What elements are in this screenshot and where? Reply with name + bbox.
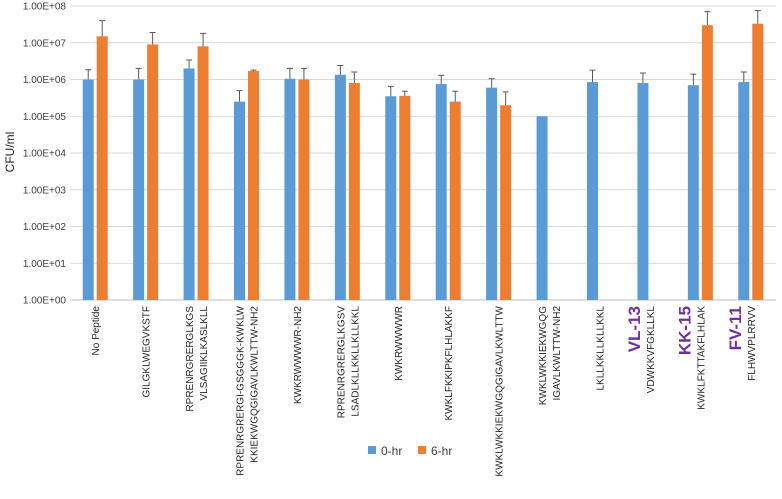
legend-swatch-0-hr <box>368 446 376 454</box>
category-text: FLHWVPLRRVV <box>747 306 758 381</box>
category-text: RPRENRGRERGLKGS <box>185 306 196 412</box>
category-label-6: KWKRWWWWR <box>394 306 405 381</box>
bar-0-hr-0 <box>82 79 94 300</box>
bar-0-hr-10 <box>587 82 598 300</box>
legend-swatch-6-hr <box>418 446 426 454</box>
category-label-1: GILGKLWEGVKSTF <box>142 306 153 398</box>
bar-0-hr-3 <box>234 101 245 300</box>
legend: 0-hr 6-hr <box>368 444 452 458</box>
peptide-tag-fv-11: FV-11 <box>726 306 745 350</box>
category-text: KKIEKWGQGIGAVLKWLTTW-NH2 <box>250 306 261 463</box>
category-text: IGAVLKWLTTW-NH2 <box>552 306 563 401</box>
bar-0-hr-6 <box>385 96 397 301</box>
y-tick-label: 1.00E+08 <box>23 2 67 13</box>
bars <box>82 23 764 301</box>
bar-6-hr-8 <box>500 105 512 300</box>
y-tick-label: 1.00E+03 <box>23 185 67 196</box>
category-text: KWKLFKTTAKFLHLAK <box>696 306 707 410</box>
category-label-5: RPRENRGRERGLKGSV LSADLKLLKKLLKLLKKL <box>336 306 361 419</box>
legend-label-6-hr: 6-hr <box>431 444 452 458</box>
y-tick-label: 1.00E+06 <box>23 75 67 86</box>
gridlines <box>70 5 776 301</box>
category-text: KWKLWKKIEKWGQGIGAVLKWLTTW <box>495 305 506 476</box>
bar-0-hr-5 <box>334 74 346 300</box>
y-tick-label: 1.00E+05 <box>23 112 67 123</box>
bar-0-hr-12 <box>687 85 699 300</box>
bar-6-hr-0 <box>96 36 108 300</box>
category-text: No Peptide <box>91 306 102 356</box>
category-text: LSADLKLLKKLLKLLKKL <box>350 306 361 417</box>
bar-0-hr-4 <box>284 78 296 301</box>
category-text: GILGKLWEGVKSTF <box>142 306 153 398</box>
y-tick-label: 1.00E+07 <box>23 38 67 49</box>
bar-6-hr-1 <box>147 44 159 301</box>
bar-6-hr-3 <box>248 71 259 300</box>
category-label-8: KWKLWKKIEKWGQGIGAVLKWLTTW <box>495 305 506 476</box>
category-label-4: KWKRWWWWR-NH2 <box>293 306 304 405</box>
category-label-3: RPRENRGRERGI-GSGGGK-KWKLW KKIEKWGQGIGAVLK… <box>236 305 261 475</box>
error-bars <box>85 10 761 106</box>
category-text: KWKRWWWWR-NH2 <box>293 306 304 405</box>
bar-0-hr-8 <box>486 87 498 300</box>
peptide-tag-kk-15: KK-15 <box>675 306 694 355</box>
bar-0-hr-11 <box>637 83 649 301</box>
y-tick-labels: 1.00E+00 1.00E+01 1.00E+02 1.00E+03 1.00E+04… <box>23 2 67 307</box>
category-label-10: LKLLKKLLKLLKKL <box>596 306 607 391</box>
bar-0-hr-7 <box>435 84 447 301</box>
bar-6-hr-4 <box>298 79 310 300</box>
category-labels: No Peptide GILGKLWEGVKSTF RPRENRGRERGLKGS V… <box>91 305 758 476</box>
bar-0-hr-13 <box>738 82 750 300</box>
legend-label-0-hr: 0-hr <box>381 444 402 458</box>
bar-6-hr-2 <box>197 46 209 300</box>
category-text: RPRENRGRERGI-GSGGGK-KWKLW <box>236 305 247 475</box>
bar-6-hr-7 <box>449 101 461 300</box>
category-label-0: No Peptide <box>91 306 102 356</box>
y-tick-label: 1.00E+02 <box>23 222 67 233</box>
category-label-9: KWKLWKKIEKWGQG IGAVLKWLTTW-NH2 <box>538 306 563 406</box>
category-label-2: RPRENRGRERGLKGS VLSAGIIKLKASLKLL <box>185 306 210 412</box>
bar-0-hr-1 <box>133 79 145 300</box>
y-axis-label: CFU/ml <box>3 132 17 173</box>
y-tick-label: 1.00E+00 <box>23 296 67 307</box>
category-text: KWKLFKKIPKFLHLAKKF <box>444 306 455 420</box>
category-text: RPRENRGRERGLKGSV <box>336 306 347 419</box>
category-text: KWKRWWWWR <box>394 306 405 381</box>
bar-6-hr-6 <box>399 95 411 301</box>
category-label-7: KWKLFKKIPKFLHLAKKF <box>444 306 455 420</box>
bar-6-hr-5 <box>348 83 360 301</box>
peptide-tag-vl-13: VL-13 <box>625 306 644 352</box>
bar-6-hr-12 <box>701 25 713 301</box>
y-tick-label: 1.00E+01 <box>23 259 67 270</box>
y-tick-label: 1.00E+04 <box>23 149 67 160</box>
category-text: LKLLKKLLKLLKKL <box>596 306 607 391</box>
category-text: VLSAGIIKLKASLKLL <box>199 306 210 401</box>
category-text: KWKLWKKIEKWGQG <box>538 306 549 405</box>
bar-6-hr-13 <box>752 23 764 301</box>
bar-0-hr-9 <box>536 116 548 300</box>
category-text: VDWKKVFGKLLKL <box>646 306 657 394</box>
bar-0-hr-2 <box>183 68 195 300</box>
